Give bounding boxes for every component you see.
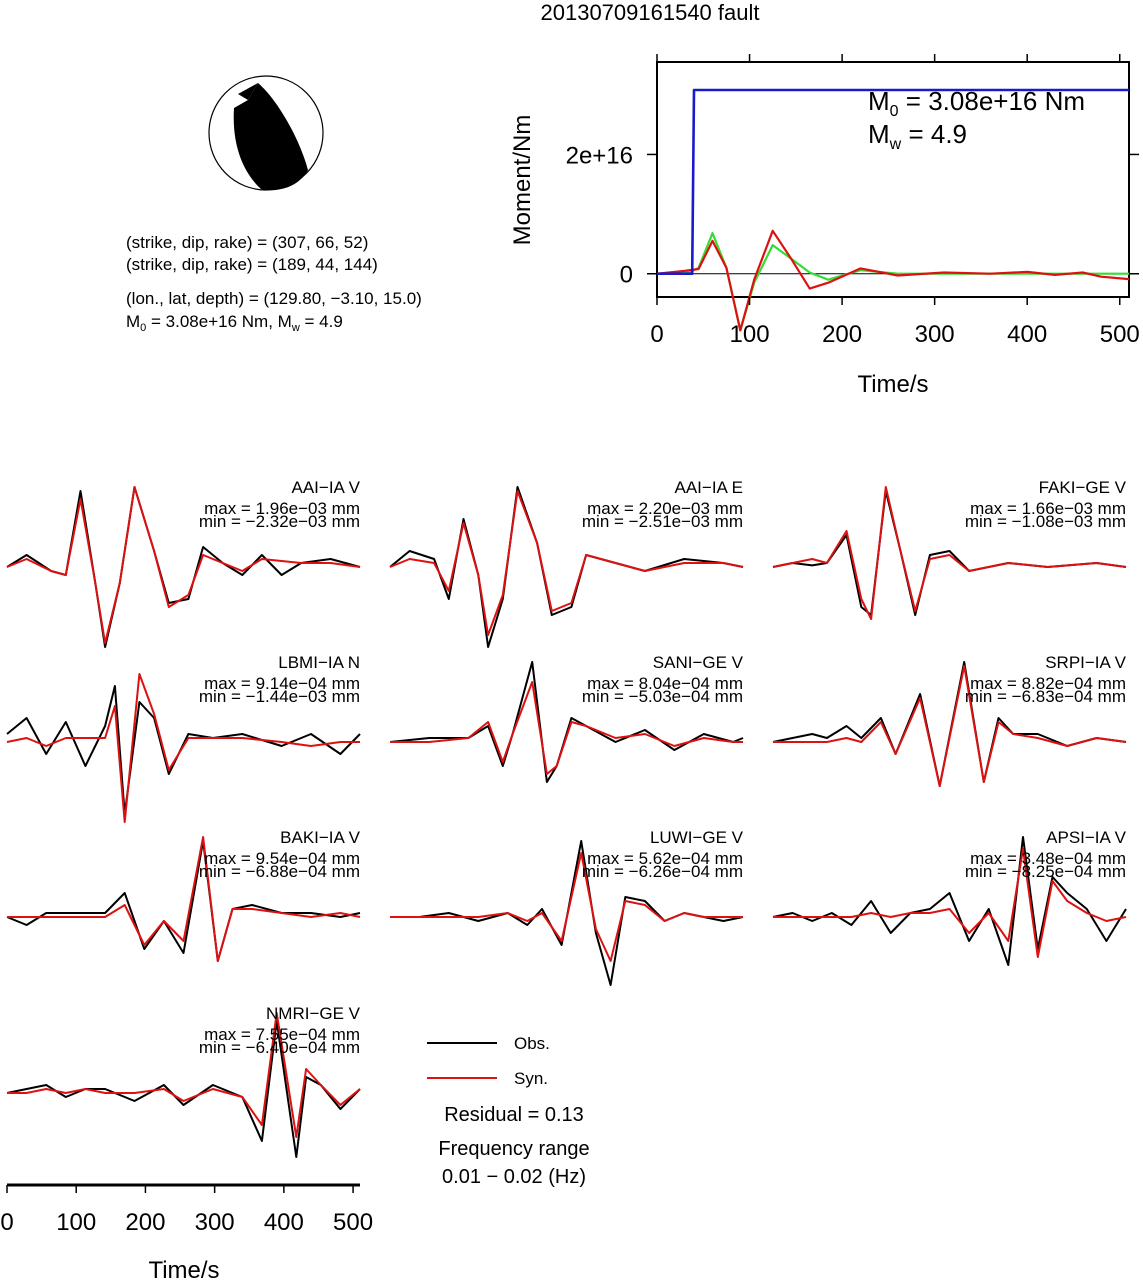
moment-rate-panel: 0 100 200 300 400 500 0 2e+16 Moment/Nm Time/s…: [509, 54, 1140, 398]
stf-frame: [656, 61, 1130, 298]
station-name: LBMI−IA N: [278, 653, 360, 672]
location-line: (lon., lat, depth) = (129.80, −3.10, 15.…: [126, 289, 422, 308]
beachball: [208, 75, 324, 191]
nodal-plane-1: (strike, dip, rake) = (307, 66, 52): [126, 233, 368, 252]
stf-mw-annotation: Mw = 4.9: [868, 119, 967, 153]
station-max: max = 9.14e−04 mm: [204, 674, 360, 693]
station-max: max = 8.82e−04 mm: [970, 674, 1126, 693]
nodal-plane-2: (strike, dip, rake) = (189, 44, 144): [126, 255, 378, 274]
synthetic-waveform: [6, 673, 360, 823]
station-name: BAKI−IA V: [280, 828, 361, 847]
time-axis-tick-label: 500: [333, 1209, 373, 1236]
legend: Obs. Syn. Residual = 0.13 Frequency rang…: [427, 1034, 590, 1188]
station-max: max = 5.62e−04 mm: [587, 849, 743, 868]
waveform-time-axis: 0 100 200 300 400 500 Time/s: [0, 1183, 373, 1280]
station-max: max = 9.54e−04 mm: [204, 849, 360, 868]
synthetic-waveform: [772, 486, 1127, 620]
station-name: APSI−IA V: [1046, 828, 1127, 847]
stf-series-line-0: [657, 88, 1129, 275]
station-min: min = −6.26e−04 mm: [582, 862, 743, 881]
station-min: min = −8.25e−04 mm: [965, 862, 1126, 881]
station-name: SANI−GE V: [653, 653, 744, 672]
moment-line: M0 = 3.08e+16 Nm, Mw = 4.9: [126, 312, 343, 334]
stf-m0-annotation: M0 = 3.08e+16 Nm: [868, 86, 1085, 120]
station-min: min = −2.32e−03 mm: [199, 512, 360, 531]
figure-title: 20130709161540 fault: [541, 0, 760, 25]
stf-x-tick-label: 200: [822, 321, 862, 348]
time-axis-tick-label: 0: [0, 1209, 13, 1236]
time-axis-tick-label: 400: [264, 1209, 304, 1236]
synthetic-waveform: [7, 1012, 361, 1138]
station-name: LUWI−GE V: [650, 828, 744, 847]
time-axis-tick-label: 300: [195, 1209, 235, 1236]
synthetic-waveform: [390, 681, 743, 775]
stf-x-tick-label: 500: [1100, 321, 1140, 348]
stf-x-tick-label: 0: [650, 321, 663, 348]
beachball-main-quadrant: [233, 83, 308, 191]
time-axis-tick-label: 100: [56, 1209, 96, 1236]
synthetic-waveform: [773, 665, 1127, 787]
time-axis-label: Time/s: [148, 1257, 219, 1280]
synthetic-waveform: [389, 490, 744, 636]
synthetic-waveform: [7, 836, 361, 962]
stf-series-line-1: [656, 232, 1129, 332]
station-name: AAI−IA V: [291, 478, 360, 497]
residual-label: Residual = 0.13: [444, 1104, 584, 1126]
station-max: max = 1.66e−03 mm: [970, 499, 1126, 518]
synthetic-waveform: [390, 852, 743, 962]
station-max: max = 2.20e−03 mm: [587, 499, 743, 518]
station-max: max = 3.48e−04 mm: [970, 849, 1126, 868]
observed-waveform: [6, 685, 361, 815]
stf-series-line-2: [656, 229, 1130, 332]
stf-x-tick-label: 400: [1007, 321, 1047, 348]
station-min: min = −2.51e−03 mm: [582, 512, 743, 531]
synthetic-waveform: [773, 848, 1127, 958]
legend-syn-label: Syn.: [514, 1069, 548, 1088]
station-min: min = −1.08e−03 mm: [965, 512, 1126, 531]
stf-x-tick-label: 300: [915, 321, 955, 348]
station-min: min = −6.83e−04 mm: [965, 687, 1126, 706]
time-axis-tick-label: 200: [125, 1209, 165, 1236]
stf-x-axis-label: Time/s: [857, 371, 928, 398]
stf-y-tick-label: 0: [620, 262, 633, 289]
station-max: max = 1.96e−03 mm: [204, 499, 360, 518]
station-name: NMRI−GE V: [266, 1004, 361, 1023]
stf-y-tick-label: 2e+16: [566, 142, 633, 169]
station-max: max = 7.55e−04 mm: [204, 1025, 360, 1044]
station-max: max = 8.04e−04 mm: [587, 674, 743, 693]
stf-x-tick-label: 100: [730, 321, 770, 348]
station-min: min = −6.40e−04 mm: [199, 1038, 360, 1057]
legend-obs-label: Obs.: [514, 1034, 550, 1053]
station-min: min = −1.44e−03 mm: [199, 687, 360, 706]
frequency-range-value: 0.01 − 0.02 (Hz): [442, 1166, 586, 1188]
station-name: SRPI−IA V: [1045, 653, 1126, 672]
station-min: min = −5.03e−04 mm: [582, 687, 743, 706]
mechanism-info: (strike, dip, rake) = (307, 66, 52) (str…: [126, 233, 422, 334]
synthetic-waveform: [6, 486, 361, 644]
beachball-upper-quadrant: [238, 83, 258, 100]
station-name: FAKI−GE V: [1039, 478, 1127, 497]
station-min: min = −6.88e−04 mm: [199, 862, 360, 881]
frequency-range-label: Frequency range: [438, 1138, 589, 1160]
stf-y-axis-label: Moment/Nm: [509, 115, 536, 246]
observed-waveform: [772, 836, 1127, 966]
station-name: AAI−IA E: [674, 478, 743, 497]
